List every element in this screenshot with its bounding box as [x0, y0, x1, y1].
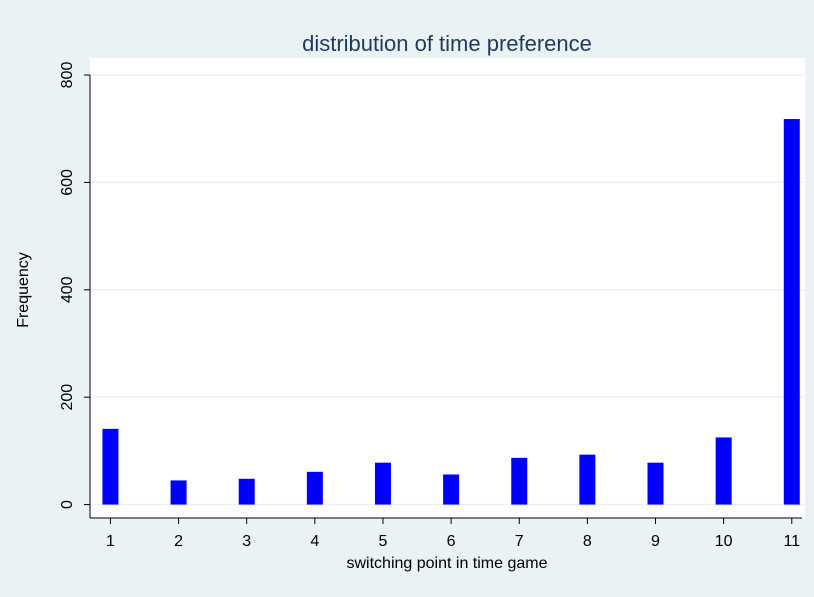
- x-axis-label: switching point in time game: [347, 555, 548, 572]
- bar: [102, 428, 119, 505]
- bar: [647, 462, 664, 505]
- y-tick-label: 800: [59, 62, 76, 89]
- x-tick-label: 9: [651, 533, 660, 550]
- x-tick-label: 2: [174, 533, 183, 550]
- x-tick-label: 8: [583, 533, 592, 550]
- x-tick-label: 4: [310, 533, 319, 550]
- bar: [511, 457, 528, 505]
- x-tick-label: 1: [106, 533, 115, 550]
- bar: [783, 119, 800, 505]
- bar: [443, 474, 460, 505]
- x-tick-label: 11: [783, 533, 800, 550]
- y-tick-label: 0: [59, 500, 76, 509]
- bar: [170, 480, 187, 505]
- bar: [306, 471, 323, 505]
- y-tick-label: 600: [59, 169, 76, 196]
- plot-area: [90, 58, 805, 518]
- chart-title: distribution of time preference: [302, 31, 592, 56]
- x-tick-label: 6: [447, 533, 456, 550]
- bar: [715, 437, 732, 505]
- x-tick-label: 3: [242, 533, 251, 550]
- y-tick-label: 400: [59, 276, 76, 303]
- bar: [579, 454, 596, 505]
- y-axis-label: Frequency: [15, 252, 32, 328]
- bar: [374, 462, 391, 505]
- x-tick-label: 10: [715, 533, 733, 550]
- y-tick-label: 200: [59, 384, 76, 411]
- bar: [238, 478, 255, 505]
- x-tick-label: 5: [379, 533, 388, 550]
- x-tick-label: 7: [515, 533, 524, 550]
